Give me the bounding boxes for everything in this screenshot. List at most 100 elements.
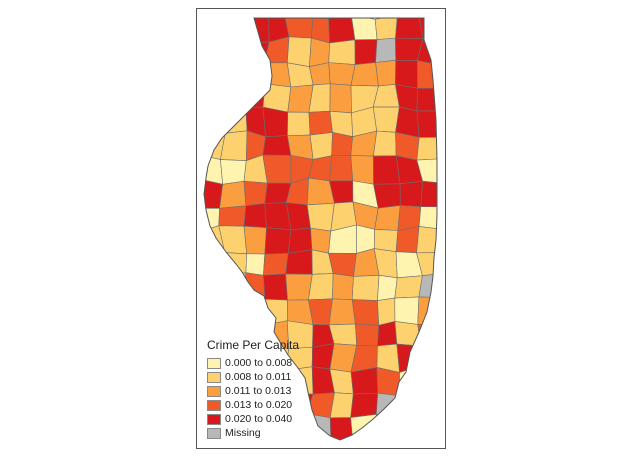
county — [240, 61, 266, 87]
county — [204, 297, 226, 324]
county — [416, 345, 437, 368]
county — [372, 106, 400, 133]
legend-item: Missing — [207, 426, 299, 440]
county — [418, 18, 437, 41]
county — [416, 136, 437, 161]
county — [224, 272, 247, 303]
county — [329, 417, 354, 440]
county — [286, 36, 312, 68]
county — [377, 321, 398, 347]
county — [243, 203, 267, 229]
county — [416, 226, 437, 254]
county — [262, 135, 292, 156]
county — [204, 178, 224, 209]
county — [394, 275, 423, 299]
county — [309, 132, 333, 160]
county — [287, 227, 313, 254]
county — [219, 39, 246, 63]
county — [204, 108, 226, 135]
legend-swatch — [207, 413, 221, 425]
county — [263, 273, 288, 301]
legend-label: 0.000 to 0.008 — [225, 357, 293, 369]
county — [420, 180, 437, 208]
county — [395, 226, 420, 254]
county — [350, 155, 374, 185]
county — [264, 227, 292, 255]
county — [240, 41, 270, 63]
county — [394, 296, 420, 325]
county — [350, 367, 379, 395]
county — [285, 273, 313, 301]
county — [287, 111, 311, 136]
county — [204, 273, 226, 303]
county — [204, 39, 222, 65]
county — [416, 110, 437, 138]
county — [243, 225, 267, 255]
county — [416, 87, 437, 112]
legend-title: Crime Per Capita — [207, 338, 300, 352]
county — [373, 414, 398, 440]
county — [262, 154, 292, 184]
county — [308, 273, 334, 301]
county — [399, 366, 419, 397]
county — [262, 106, 289, 138]
county — [308, 110, 333, 136]
county — [373, 155, 401, 185]
county — [417, 323, 437, 349]
legend-label: 0.008 to 0.011 — [225, 371, 292, 383]
legend-label: 0.020 to 0.040 — [225, 413, 293, 425]
county — [377, 297, 396, 326]
county — [224, 107, 248, 134]
county — [350, 414, 377, 440]
county — [285, 249, 313, 275]
county — [355, 323, 380, 347]
county — [328, 39, 356, 65]
county — [350, 392, 379, 418]
county — [397, 394, 419, 417]
legend-label: 0.011 to 0.013 — [225, 385, 292, 397]
county — [309, 37, 330, 68]
county — [329, 392, 354, 419]
county — [351, 274, 380, 301]
legend-item: 0.011 to 0.013 — [207, 384, 299, 398]
legend-item: 0.013 to 0.020 — [207, 398, 299, 412]
county — [328, 252, 357, 277]
county — [204, 84, 226, 114]
county — [416, 60, 437, 89]
county — [221, 18, 248, 43]
county — [350, 18, 378, 41]
legend-label: Missing — [225, 427, 261, 439]
county — [395, 414, 421, 440]
county — [308, 298, 333, 326]
legend-swatch — [207, 399, 221, 411]
legend-item: 0.008 to 0.011 — [207, 370, 299, 384]
county — [204, 252, 226, 278]
county — [329, 83, 352, 114]
county — [375, 37, 397, 63]
county — [373, 130, 397, 157]
county — [218, 225, 248, 255]
county — [328, 298, 356, 326]
county — [309, 62, 331, 86]
county — [328, 62, 356, 86]
legend-item: 0.020 to 0.040 — [207, 412, 299, 426]
county — [218, 205, 247, 227]
county — [416, 366, 437, 396]
legend-label: 0.013 to 0.020 — [225, 399, 293, 411]
county — [375, 60, 397, 87]
county — [350, 62, 379, 87]
legend-item: 0.000 to 0.008 — [207, 356, 299, 370]
legend-swatch — [207, 385, 221, 397]
county — [241, 295, 266, 326]
county — [354, 39, 378, 65]
county — [284, 18, 314, 39]
county — [285, 202, 311, 231]
county — [373, 229, 399, 253]
county — [264, 62, 292, 88]
county — [263, 253, 289, 276]
legend: Crime Per Capita 0.000 to 0.008 0.008 to … — [207, 338, 299, 440]
county — [220, 159, 247, 185]
county — [245, 253, 266, 276]
county — [219, 180, 247, 209]
county — [331, 132, 354, 157]
